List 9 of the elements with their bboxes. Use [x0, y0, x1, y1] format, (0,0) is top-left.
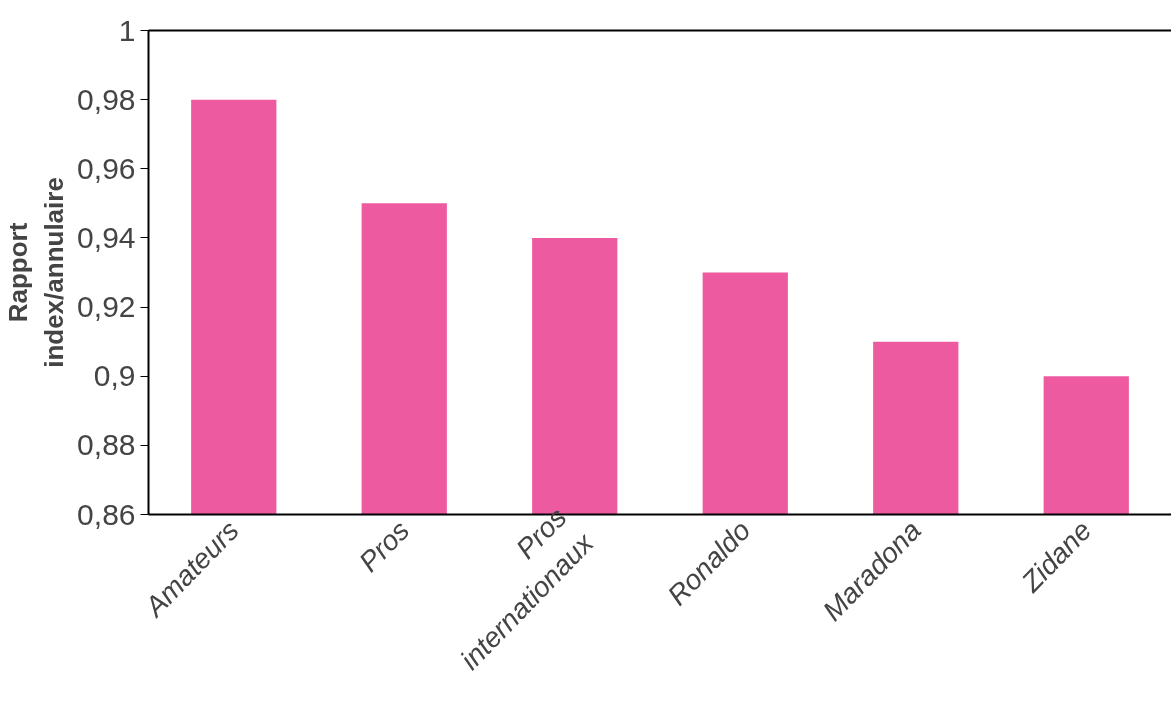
y-tick-label: 0,9 [93, 359, 136, 393]
y-tick-label: 1 [118, 13, 136, 47]
y-tick-label: 0,98 [77, 82, 136, 116]
y-tick-label: 0,96 [77, 151, 136, 185]
y-tick-label: 0,86 [77, 497, 136, 531]
y-tick-label: 0,92 [77, 290, 136, 324]
y-tick-label: 0,94 [77, 220, 136, 254]
y-axis-title: Rapport index/annulaire [3, 177, 70, 368]
y-tick-label: 0,88 [77, 428, 136, 462]
